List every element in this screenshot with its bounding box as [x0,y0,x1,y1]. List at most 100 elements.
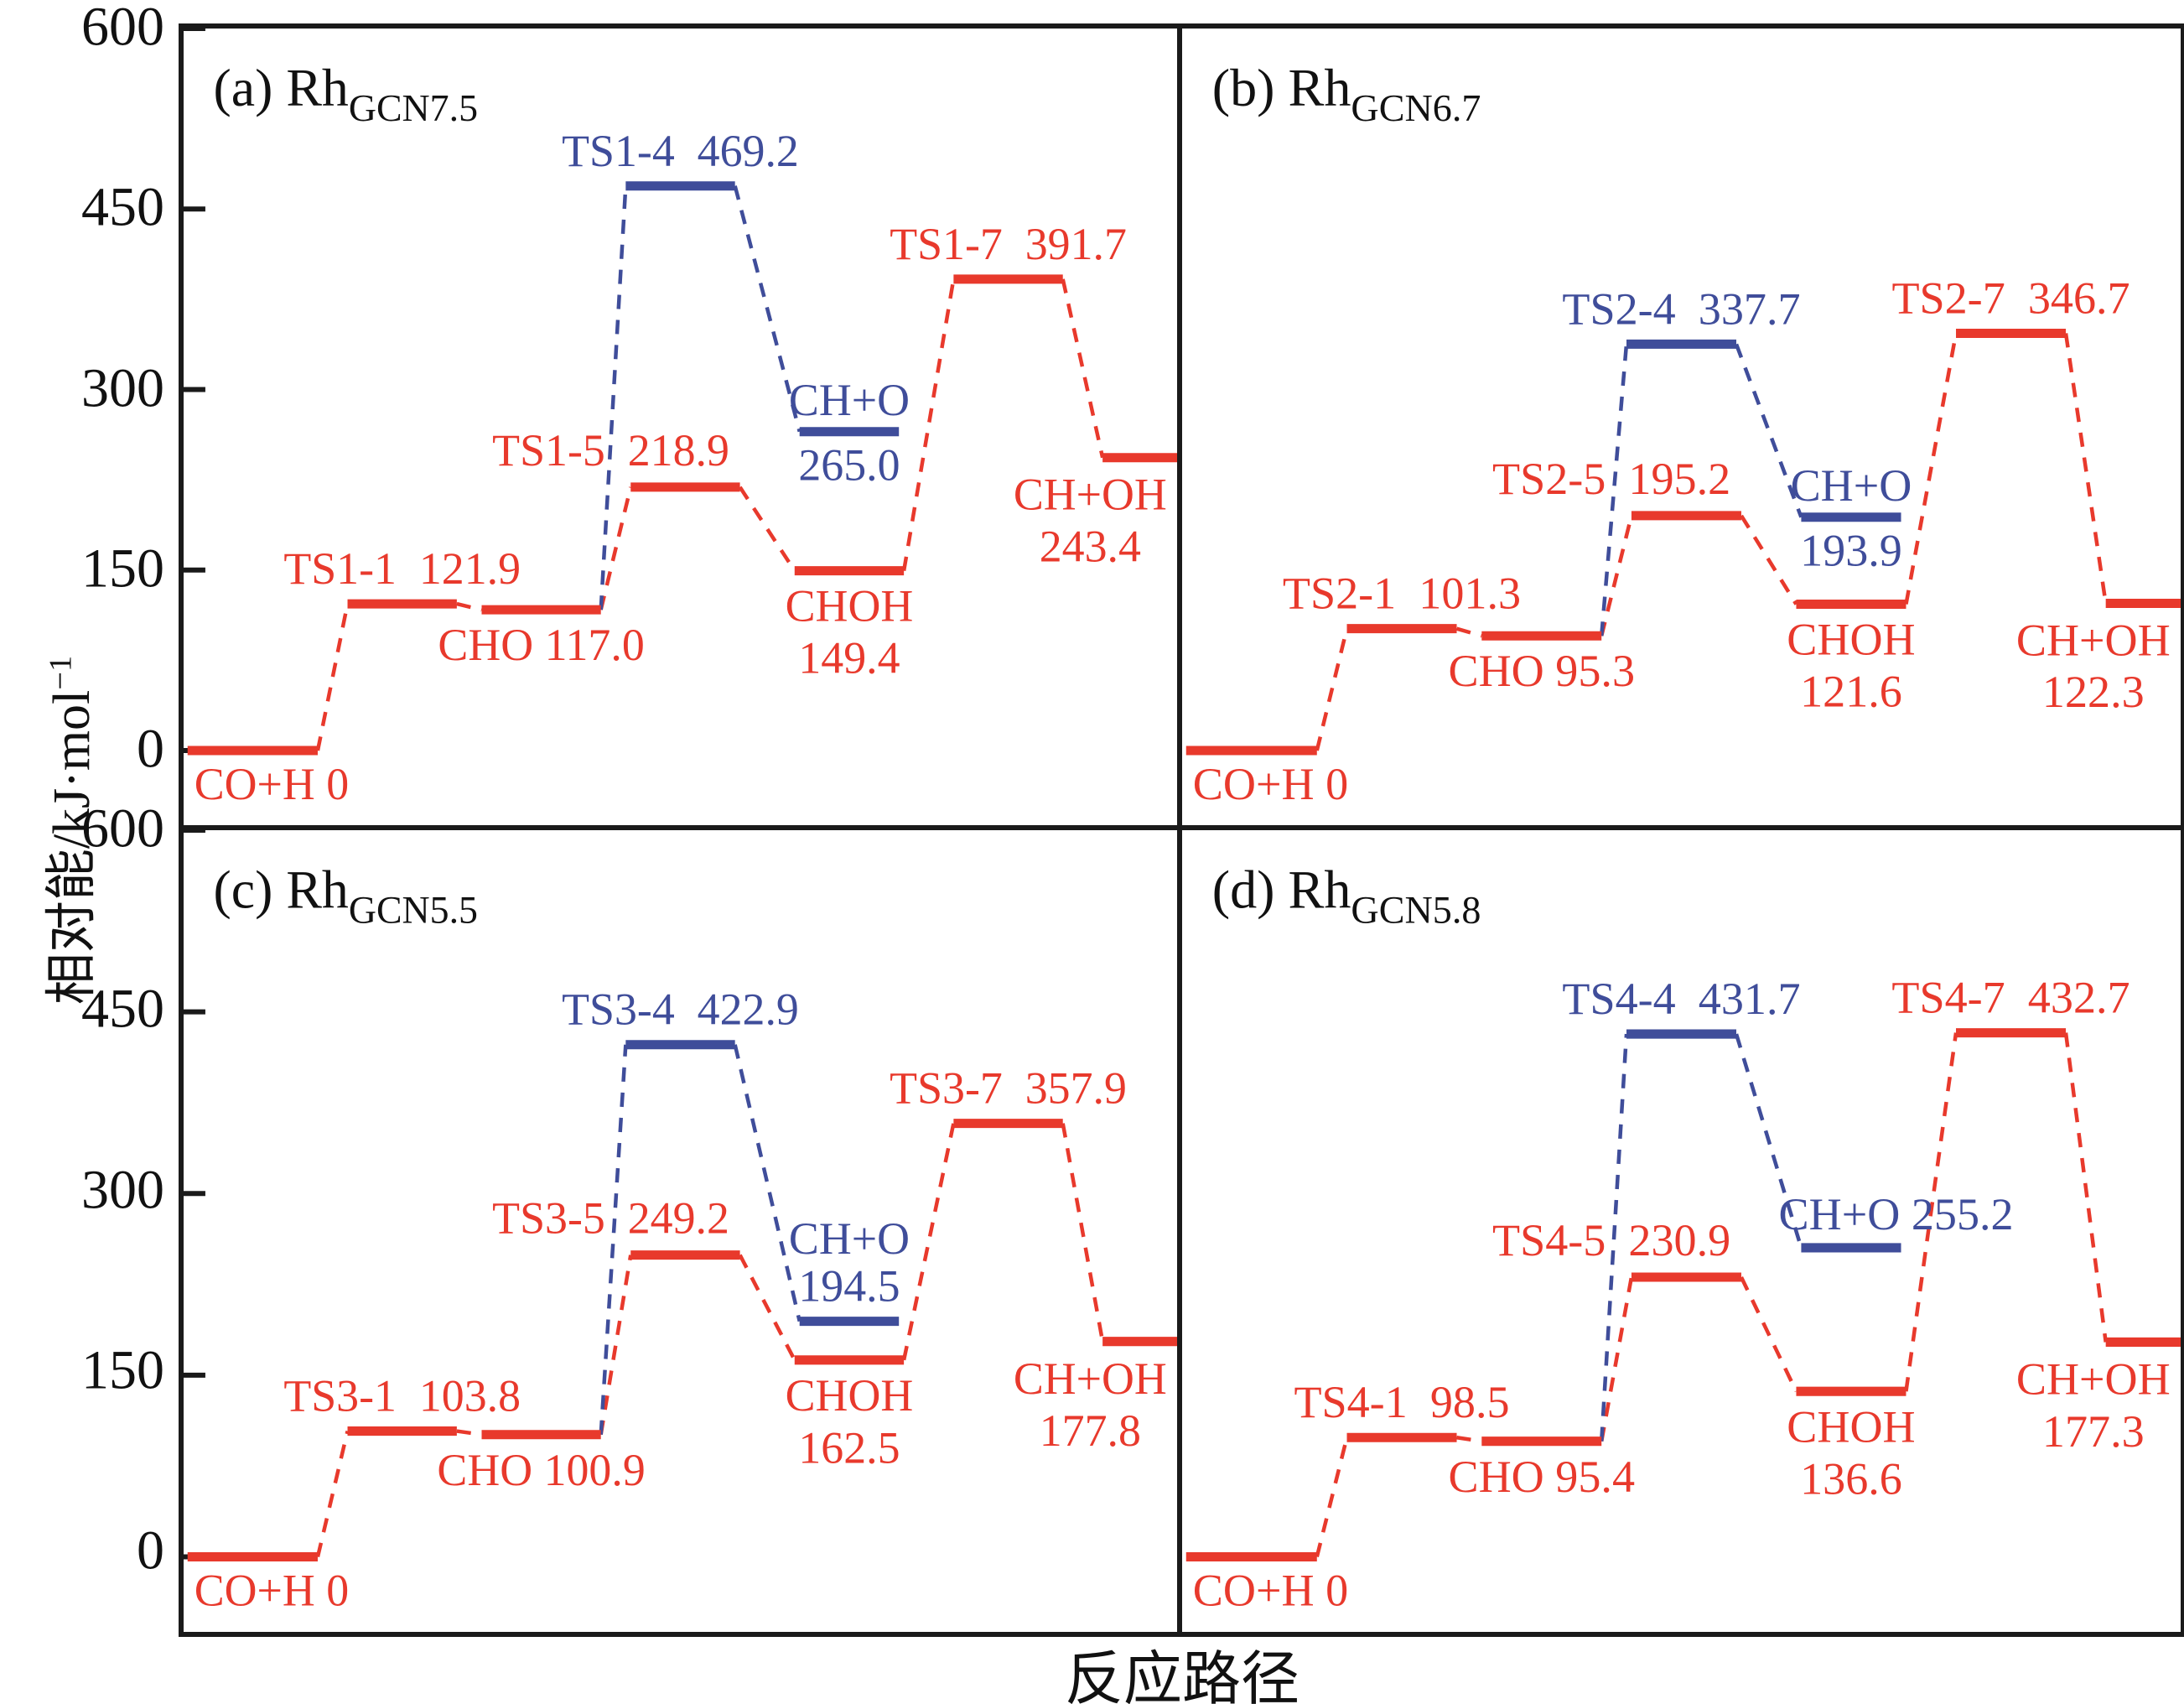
level-label: TS4-1 98.5 [1294,1377,1509,1427]
level-label: TS2-1 101.3 [1283,569,1521,619]
level-label: CO+H 0 [1193,1566,1348,1616]
y-tick-label: 600 [81,0,164,58]
panel-d-chart: CO+H 0 TS4-1 98.5 CHO 95.4 TS4-4 431.7 TS4-5… [1185,860,2181,1616]
connector-red [599,1255,633,1436]
panel-c-chart: CO+H 0 TS3-1 103.8 CHO 100.9 TS3-4 422.9 TS3… [184,830,1177,1616]
level-label: CH+O [1791,460,1912,511]
level-label: CH+OH [1014,470,1167,520]
level-label: 122.3 [2042,667,2145,717]
connector-red [456,601,483,612]
connector-red [315,603,350,751]
panel-d-cell: CO+H 0 TS4-1 98.5 CHO 95.4 TS4-4 431.7 TS4-5… [1182,830,2181,1632]
level-label: CH+OH [2016,616,2171,666]
level-label: CO+H 0 [195,1566,349,1616]
connector-red [1600,515,1634,636]
x-axis-title: 反应路径 [1065,1648,1300,1704]
level-label: CHOH [786,1370,914,1421]
panel-title: (d) RhGCN5.8 [1212,860,1481,931]
level-label: TS4-7 432.7 [1891,972,2130,1022]
panel-c-cell: CO+H 0 TS3-1 103.8 CHO 100.9 TS3-4 422.9 TS3… [184,830,1182,1632]
connector-red [1600,1276,1634,1442]
connector-red [738,486,796,572]
y-tick-label: 0 [137,718,164,780]
level-label: 194.5 [798,1260,900,1311]
level-label: 193.9 [1800,526,1902,576]
y-tick-label: 300 [81,357,164,419]
level-label: 121.6 [1800,666,1902,716]
level-label: 149.4 [798,632,900,683]
connector-red [315,1431,350,1557]
y-tick-label: 450 [81,176,164,238]
level-label: CH+OH [2016,1354,2171,1405]
level-label: TS1-7 391.7 [890,219,1127,269]
connector-red [599,486,633,610]
connector-red [1315,628,1349,751]
connector-red [1740,514,1798,605]
connector-red [738,1254,796,1361]
y-tick-label: 150 [81,1339,164,1401]
panel-title: (b) RhGCN6.7 [1212,58,1481,129]
connector-red [2063,333,2108,604]
connector-red [901,278,956,572]
y-tick-label: 600 [81,797,164,860]
level-label: 136.6 [1800,1454,1902,1504]
panel-title: (c) RhGCN5.5 [214,860,478,931]
level-label: CHOH [1787,615,1915,665]
level-label: TS4-5 230.9 [1492,1215,1730,1265]
level-label: CHO 95.3 [1448,646,1635,696]
connector-blue [733,185,801,433]
level-label: 162.5 [798,1422,900,1473]
level-label: TS2-4 337.7 [1562,284,1800,335]
connector-red [901,1123,956,1361]
level-label: 243.4 [1040,521,1141,571]
y-tick-label: 300 [81,1159,164,1221]
connector-red [456,1429,482,1436]
panel-title: (a) RhGCN7.5 [214,58,478,129]
level-label: TS1-5 218.9 [492,425,729,475]
level-label: TS3-4 422.9 [562,984,799,1034]
y-axis-title-superscript: −1 [43,655,79,690]
plot-area: CO+H 0 TS1-1 121.9 CHO 117.0 TS1-4 469.2 TS1… [179,23,2184,1637]
connector-red [1739,1276,1798,1393]
connector-blue [1734,343,1803,518]
connector-red [1315,1436,1349,1558]
panel-a-cell: CO+H 0 TS1-1 121.9 CHO 117.0 TS1-4 469.2 TS1… [184,29,1182,830]
connector-red [1061,1123,1105,1343]
connector-red [2063,1032,2108,1343]
level-label: TS2-5 195.2 [1492,454,1730,504]
level-label: CH+O [789,1213,910,1264]
level-label: CH+O [789,375,910,425]
level-label: TS1-1 121.9 [283,543,521,594]
connector-red [1061,278,1105,459]
panel-b-cell: CO+H 0 TS2-1 101.3 CHO 95.3 TS2-4 337.7 TS2-… [1182,29,2181,830]
level-label: CO+H 0 [195,759,349,809]
level-label: TS3-1 103.8 [283,1370,521,1421]
y-tick-label: 450 [81,978,164,1040]
level-label: CHO 95.4 [1448,1452,1635,1502]
level-label: 177.3 [2042,1406,2145,1457]
level-label: CH+OH [1014,1353,1167,1404]
connector-red [1904,1032,1958,1392]
level-label: CO+H 0 [1193,759,1348,809]
level-label: TS1-4 469.2 [562,126,799,176]
level-label: CH+O 255.2 [1779,1189,2014,1239]
level-label: CHO 100.9 [437,1445,645,1495]
connector-blue [599,185,628,610]
connector-red [1904,333,1958,605]
level-label: TS4-4 431.7 [1562,974,1800,1024]
level-label: CHOH [1787,1401,1915,1452]
connector-blue [733,1044,801,1322]
level-label: 265.0 [798,440,900,491]
y-tick-label: 150 [81,538,164,600]
connector-red [1456,1435,1482,1443]
panel-a-chart: CO+H 0 TS1-1 121.9 CHO 117.0 TS1-4 469.2 TS1… [184,29,1177,809]
panel-b-chart: CO+H 0 TS2-1 101.3 CHO 95.3 TS2-4 337.7 TS2-… [1185,58,2181,809]
connector-blue [1734,1033,1803,1249]
level-label: CHOH [786,580,914,631]
level-label: CHO 117.0 [438,620,644,670]
level-label: TS2-7 346.7 [1891,273,2130,324]
level-label: TS3-5 249.2 [492,1192,729,1243]
level-label: TS3-7 357.9 [890,1062,1127,1113]
connector-blue [1599,1033,1629,1442]
